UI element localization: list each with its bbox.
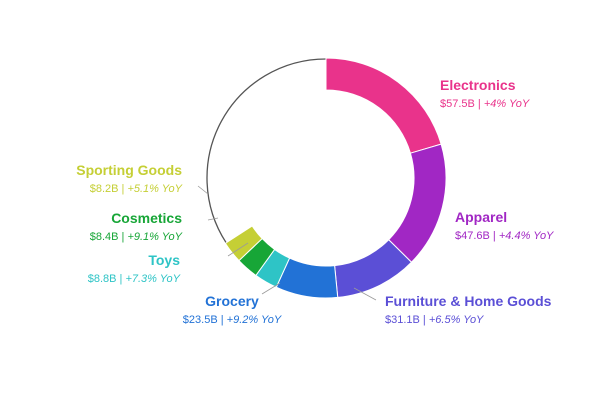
label-grocery: Grocery $23.5B | +9.2% YoY <box>183 293 282 326</box>
slice-value-toys: $8.8B <box>88 273 117 285</box>
slice-value-grocery: $23.5B <box>183 314 218 326</box>
label-electronics: Electronics $57.5B | +4% YoY <box>440 77 530 110</box>
value-separator: | <box>116 273 125 285</box>
slice-yoy-toys: +7.3% YoY <box>125 273 180 285</box>
value-separator: | <box>475 98 484 110</box>
slice-value-row-cosmetics: $8.4B | +9.1% YoY <box>90 231 183 243</box>
slice-value-row-grocery: $23.5B | +9.2% YoY <box>183 314 282 326</box>
leader-line-toys <box>227 242 249 257</box>
slice-yoy-sporting-goods: +5.1% YoY <box>127 183 182 195</box>
remainder-outline-layer <box>206 58 327 244</box>
leader-line-layer <box>197 185 377 301</box>
slice-name-furniture-and-home-goods: Furniture & Home Goods <box>385 293 552 309</box>
slice-value-electronics: $57.5B <box>440 98 475 110</box>
label-toys: Toys $8.8B | +7.3% YoY <box>88 252 181 285</box>
slice-value-row-toys: $8.8B | +7.3% YoY <box>88 273 181 285</box>
slice-value-row-furniture-and-home-goods: $31.1B | +6.5% YoY <box>385 314 484 326</box>
slice-value-row-electronics: $57.5B | +4% YoY <box>440 98 530 110</box>
slice-value-apparel: $47.6B <box>455 230 490 242</box>
label-cosmetics: Cosmetics $8.4B | +9.1% YoY <box>90 210 183 243</box>
slice-yoy-cosmetics: +9.1% YoY <box>127 231 182 243</box>
slice-name-cosmetics: Cosmetics <box>111 210 182 226</box>
slice-value-cosmetics: $8.4B <box>90 231 119 243</box>
leader-line-sporting-goods <box>197 185 209 195</box>
label-apparel: Apparel $47.6B | +4.4% YoY <box>455 209 554 242</box>
slice-name-grocery: Grocery <box>205 293 259 309</box>
value-separator: | <box>118 183 127 195</box>
slice-yoy-apparel: +4.4% YoY <box>499 230 554 242</box>
label-layer: Electronics $57.5B | +4% YoY Apparel $47.6B… <box>76 77 554 326</box>
slice-value-sporting-goods: $8.2B <box>90 183 119 195</box>
slice-yoy-electronics: +4% YoY <box>484 98 530 110</box>
label-sporting-goods: Sporting Goods $8.2B | +5.1% YoY <box>76 162 182 195</box>
slice-yoy-furniture-and-home-goods: +6.5% YoY <box>429 314 484 326</box>
label-furniture-and-home-goods: Furniture & Home Goods $31.1B | +6.5% YoY <box>385 293 552 326</box>
slice-value-row-apparel: $47.6B | +4.4% YoY <box>455 230 554 242</box>
slice-layer <box>224 57 447 299</box>
slice-name-apparel: Apparel <box>455 209 507 225</box>
slice-yoy-grocery: +9.2% YoY <box>227 314 282 326</box>
leader-line-furniture-and-home-goods <box>353 287 377 301</box>
slice-value-row-sporting-goods: $8.2B | +5.1% YoY <box>90 183 183 195</box>
remainder-outline-arc <box>206 58 327 244</box>
value-separator: | <box>218 314 227 326</box>
slice-name-toys: Toys <box>148 252 180 268</box>
slice-value-furniture-and-home-goods: $31.1B <box>385 314 420 326</box>
slice-electronics <box>325 57 442 154</box>
value-separator: | <box>490 230 499 242</box>
value-separator: | <box>118 231 127 243</box>
slice-name-sporting-goods: Sporting Goods <box>76 162 182 178</box>
value-separator: | <box>420 314 429 326</box>
slice-apparel <box>387 143 447 263</box>
leader-line-cosmetics <box>207 217 219 221</box>
slice-name-electronics: Electronics <box>440 77 516 93</box>
leader-line-grocery <box>261 282 281 295</box>
